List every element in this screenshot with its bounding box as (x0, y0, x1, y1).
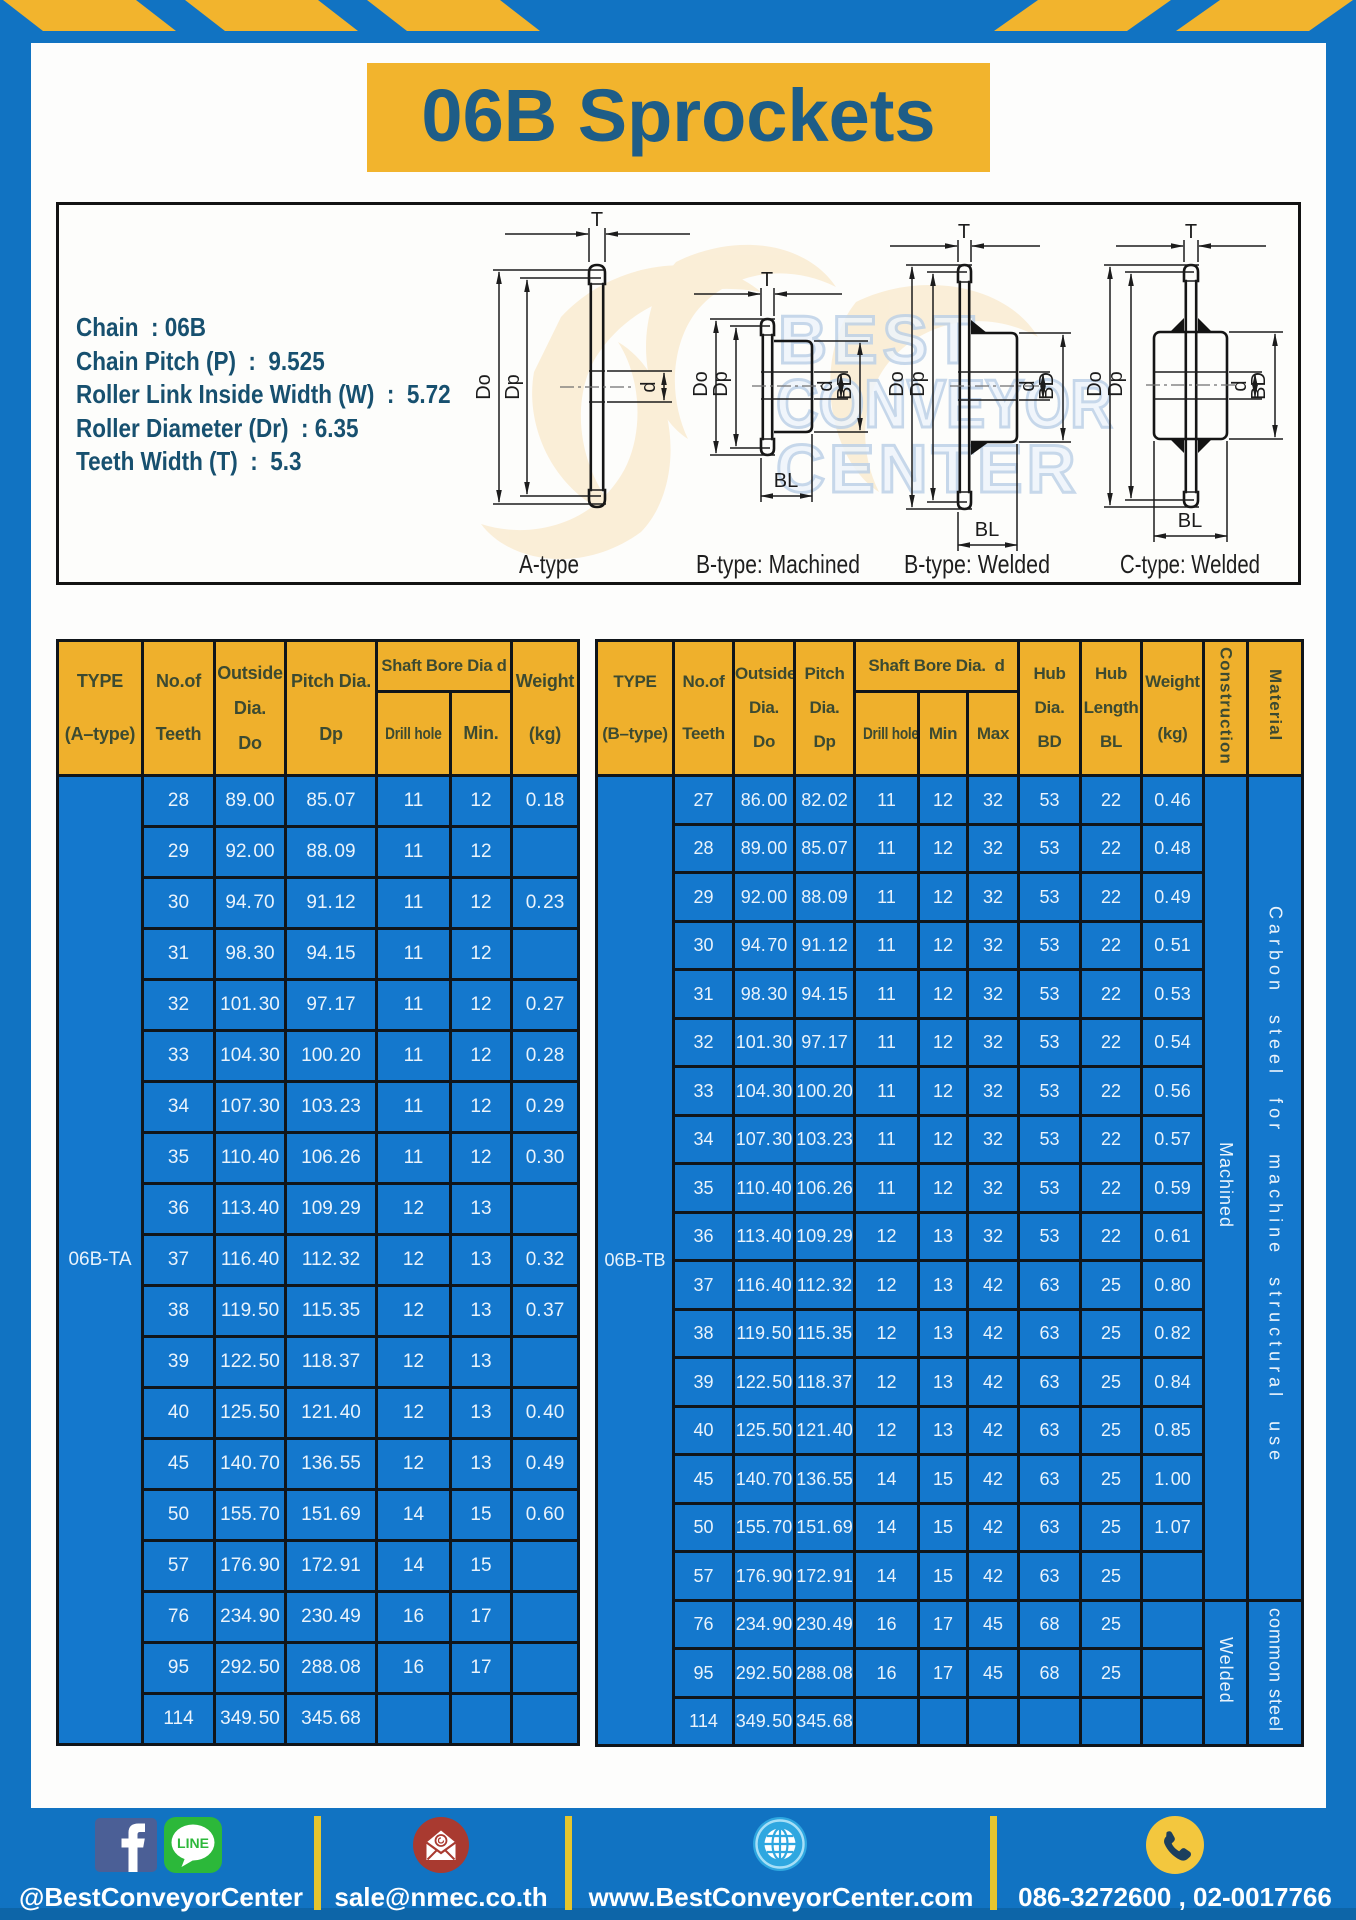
svg-text:Dp: Dp (907, 371, 929, 397)
svg-text:d: d (638, 381, 660, 392)
svg-text:Do: Do (1084, 371, 1106, 397)
svg-text:LINE: LINE (177, 1835, 209, 1851)
svg-text:BL: BL (1178, 510, 1202, 532)
svg-text:B-type: Machined: B-type: Machined (696, 549, 860, 579)
svg-text:BD: BD (834, 372, 856, 400)
svg-text:BD: BD (1248, 372, 1270, 400)
svg-text:Dp: Dp (710, 371, 732, 397)
svg-text:T: T (591, 209, 603, 231)
svg-text:d: d (1017, 380, 1039, 391)
svg-text:A-type: A-type (519, 549, 579, 579)
svg-text:BL: BL (774, 470, 798, 492)
svg-text:B-type: Welded: B-type: Welded (904, 549, 1050, 579)
svg-text:Do: Do (690, 371, 712, 397)
svg-text:d: d (1229, 380, 1251, 391)
svg-text:Do: Do (473, 374, 495, 400)
svg-text:d: d (815, 380, 837, 391)
svg-text:C-type: Welded: C-type: Welded (1120, 549, 1260, 579)
svg-text:T: T (1185, 221, 1197, 243)
svg-text:Dp: Dp (502, 374, 524, 400)
svg-text:BD: BD (1036, 372, 1058, 400)
svg-text:T: T (761, 269, 773, 291)
svg-text:Dp: Dp (1105, 371, 1127, 397)
svg-text:Do: Do (886, 371, 908, 397)
svg-text:T: T (958, 221, 970, 243)
svg-text:BL: BL (975, 519, 999, 541)
